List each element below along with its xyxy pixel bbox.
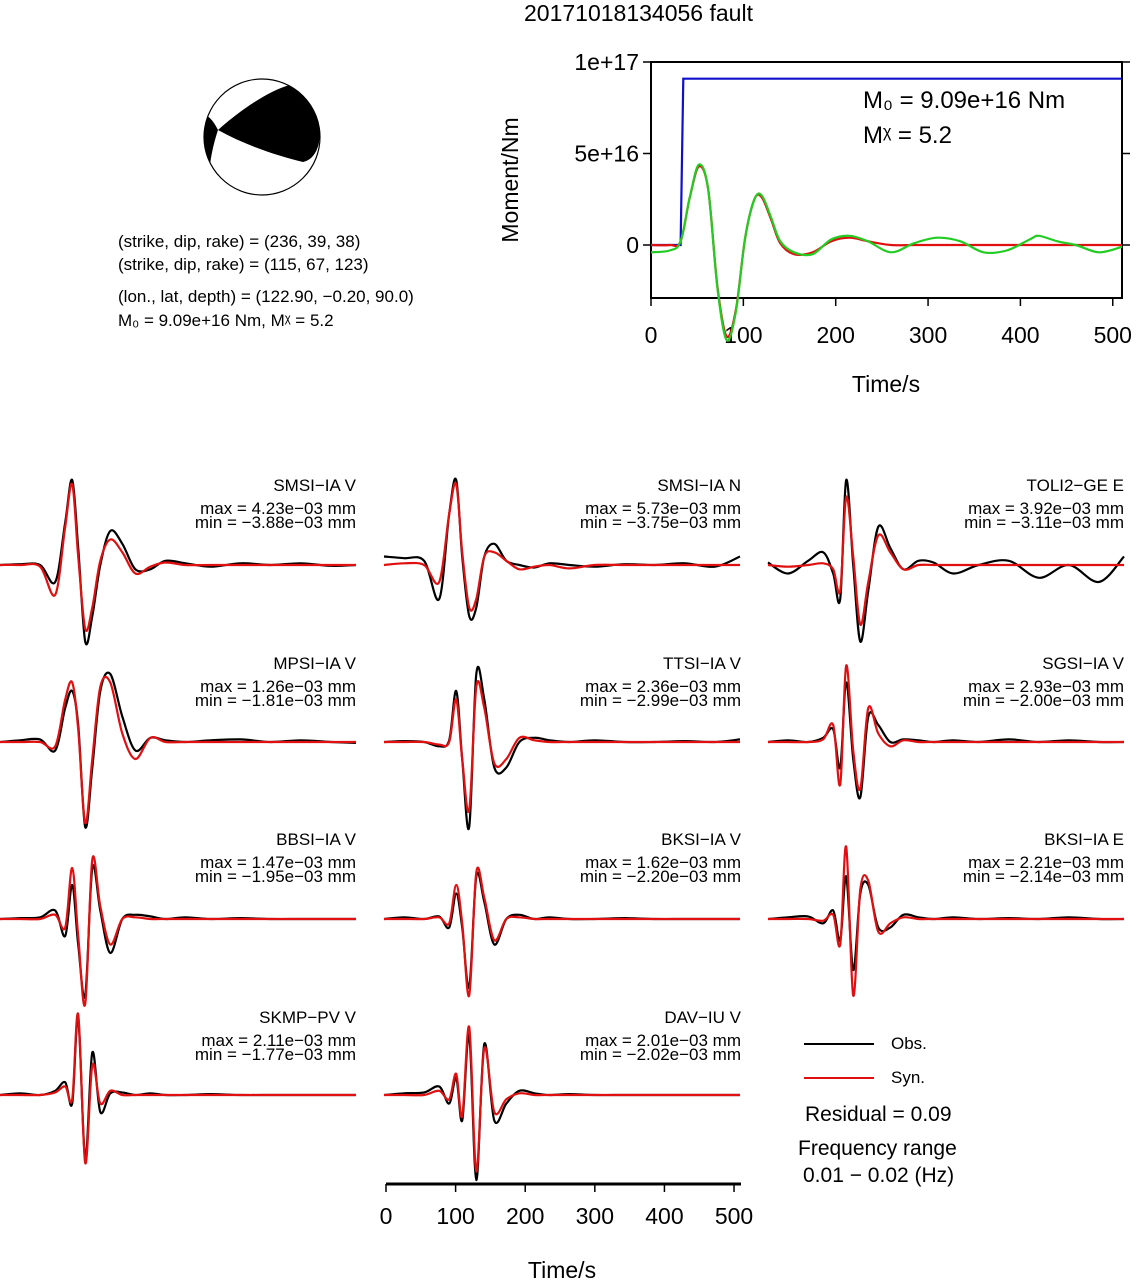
stf-rate-line [650, 163, 1123, 342]
observed-trace [767, 681, 1125, 800]
stf-ytick-label: 5e+16 [574, 141, 639, 167]
legend-swatches [804, 1043, 874, 1079]
wave-xlabel: Time/s [528, 1257, 596, 1281]
legend-syn-label: Syn. [891, 1068, 926, 1087]
frequency-range-title: Frequency range [798, 1137, 957, 1160]
page-title: 20171018134056 fault [524, 0, 753, 26]
station-min-label: min = −1.81e−03 mm [194, 691, 356, 710]
stf-xtick-label: 400 [1001, 322, 1039, 348]
waveform-panels: 0 100 200 300 400 500 Time/s [0, 477, 1125, 1281]
station-min-label: min = −1.77e−03 mm [194, 1045, 356, 1064]
station-min-label: min = −2.02e−03 mm [579, 1045, 741, 1064]
station-min-label: min = −2.99e−03 mm [579, 691, 741, 710]
station-max-label: max = 1.47e−03 mm [200, 853, 356, 872]
station-name-label: SMSI−IA N [657, 476, 741, 495]
station-name-label: BBSI−IA V [276, 830, 356, 849]
station-max-label: max = 3.92e−03 mm [968, 499, 1124, 518]
wave-xtick-label: 100 [436, 1203, 474, 1229]
station-min-label: min = −3.11e−03 mm [964, 513, 1124, 532]
station-name-label: MPSI−IA V [273, 654, 356, 673]
mechanism-plane2: (strike, dip, rake) = (115, 67, 123) [118, 255, 369, 274]
stf-ylabel: Moment/Nm [497, 117, 523, 242]
legend-obs-label: Obs. [891, 1034, 927, 1053]
station-min-label: min = −2.20e−03 mm [579, 867, 741, 886]
observed-trace [383, 871, 740, 989]
synthetic-trace [768, 664, 1124, 792]
stf-annotation-m0: M₀ = 9.09e+16 Nm [863, 87, 1065, 114]
frequency-range-value: 0.01 − 0.02 (Hz) [803, 1164, 955, 1187]
synthetic-trace [383, 866, 740, 998]
wave-xtick-label: 0 [380, 1203, 393, 1229]
station-name-label: BKSI−IA E [1044, 830, 1124, 849]
synthetic-trace [767, 495, 1124, 626]
station-max-label: max = 1.62e−03 mm [585, 853, 741, 872]
synthetic-trace [767, 845, 1124, 997]
station-max-label: max = 1.26e−03 mm [200, 677, 356, 696]
wave-xtick-label: 200 [506, 1203, 544, 1229]
stf-annotation-mw: Mᵡ = 5.2 [863, 122, 952, 149]
mechanism-moment: M₀ = 9.09e+16 Nm, Mᵡ = 5.2 [118, 311, 334, 330]
stf-xtick-label: 500 [1094, 322, 1132, 348]
mechanism-location: (lon., lat, depth) = (122.90, −0.20, 90.… [118, 287, 414, 306]
focal-mechanism-beachball [203, 78, 321, 196]
mechanism-plane1: (strike, dip, rake) = (236, 39, 38) [118, 232, 361, 251]
station-name-label: SMSI−IA V [273, 476, 356, 495]
station-min-label: min = −2.14e−03 mm [962, 867, 1124, 886]
station-min-label: min = −1.95e−03 mm [194, 867, 356, 886]
observed-trace [0, 671, 357, 829]
stf-xlabel: Time/s [852, 371, 920, 397]
synthetic-trace [384, 680, 740, 814]
stf-ytick-label: 1e+17 [574, 49, 639, 75]
synthetic-trace [383, 481, 740, 612]
stf-xtick-label: 200 [817, 322, 855, 348]
stf-xtick-label: 0 [645, 322, 658, 348]
residual-text: Residual = 0.09 [805, 1103, 952, 1126]
synthetic-trace [0, 1012, 356, 1165]
station-max-label: max = 4.23e−03 mm [200, 499, 356, 518]
stf-xtick-label: 300 [909, 322, 947, 348]
stf-frame [650, 61, 1123, 299]
station-name-label: BKSI−IA V [661, 830, 741, 849]
station-min-label: min = −3.88e−03 mm [194, 513, 356, 532]
observed-trace [767, 875, 1125, 972]
wave-xtick-label: 300 [576, 1203, 614, 1229]
station-name-label: TTSI−IA V [663, 654, 741, 673]
wave-xtick-label: 500 [715, 1203, 753, 1229]
station-max-label: max = 5.73e−03 mm [585, 499, 741, 518]
station-min-label: min = −2.00e−03 mm [962, 691, 1124, 710]
wave-xtick-label: 400 [645, 1203, 683, 1229]
synthetic-trace [0, 675, 356, 824]
station-max-label: max = 2.36e−03 mm [585, 677, 741, 696]
station-name-label: TOLI2−GE E [1026, 476, 1124, 495]
synthetic-trace [384, 1025, 740, 1173]
station-max-label: max = 2.93e−03 mm [968, 677, 1124, 696]
station-max-label: max = 2.21e−03 mm [968, 853, 1124, 872]
synthetic-trace [0, 855, 356, 1007]
station-name-label: SKMP−PV V [259, 1008, 356, 1027]
station-min-label: min = −3.75e−03 mm [579, 513, 741, 532]
stf-ytick-label: 0 [626, 232, 639, 258]
synthetic-trace [0, 482, 356, 632]
station-max-label: max = 2.11e−03 mm [201, 1031, 356, 1050]
station-name-label: DAV−IU V [664, 1008, 741, 1027]
station-max-label: max = 2.01e−03 mm [585, 1031, 741, 1050]
station-name-label: SGSI−IA V [1042, 654, 1124, 673]
